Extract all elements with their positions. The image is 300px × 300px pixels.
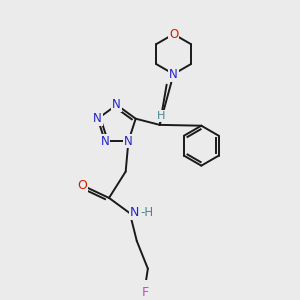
Text: O: O: [77, 179, 87, 192]
Text: N: N: [100, 134, 109, 148]
Text: N: N: [130, 206, 139, 219]
Text: F: F: [142, 286, 149, 299]
Text: N: N: [93, 112, 102, 125]
Text: N: N: [169, 68, 178, 81]
Text: H: H: [157, 111, 165, 121]
Text: O: O: [169, 28, 178, 40]
Text: N: N: [124, 134, 133, 148]
Text: -H: -H: [140, 206, 153, 219]
Text: N: N: [112, 98, 121, 111]
